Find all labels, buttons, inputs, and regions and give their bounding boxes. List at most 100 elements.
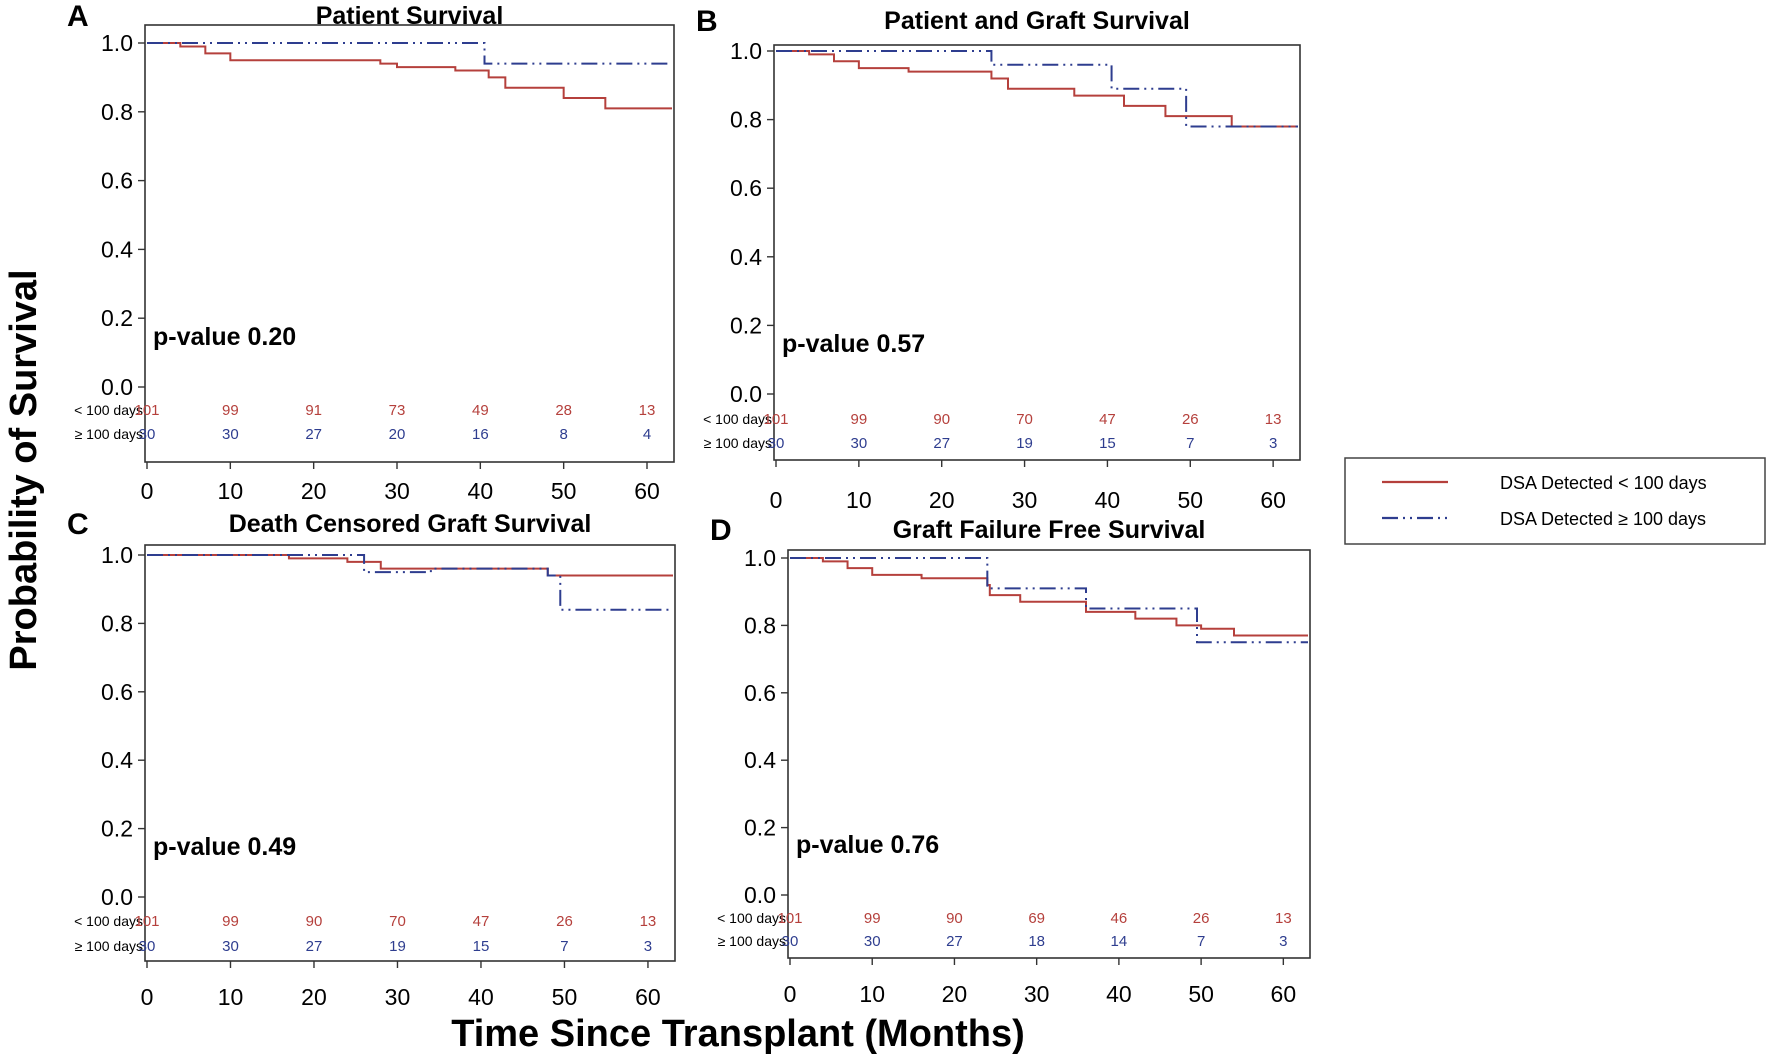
y-tick-label: 0.2 bbox=[101, 305, 133, 331]
at-risk-count: 19 bbox=[389, 938, 406, 955]
at-risk-count: 8 bbox=[559, 426, 567, 443]
panel-letter: C bbox=[67, 508, 89, 541]
at-risk-count: 19 bbox=[1016, 435, 1033, 452]
at-risk-count: 90 bbox=[946, 910, 963, 927]
legend-label-lt100: DSA Detected < 100 days bbox=[1500, 473, 1707, 493]
x-tick-label: 10 bbox=[218, 984, 244, 1010]
x-tick-label: 0 bbox=[141, 984, 154, 1010]
plot-frame bbox=[144, 544, 676, 962]
panel-title: Patient and Graft Survival bbox=[884, 7, 1190, 35]
panel-letter: D bbox=[710, 514, 732, 547]
x-tick-label: 40 bbox=[468, 984, 494, 1010]
at-risk-count: 15 bbox=[473, 938, 490, 955]
x-tick-label: 10 bbox=[846, 487, 872, 513]
y-tick-label: 0.0 bbox=[730, 381, 762, 407]
panel-title: Patient Survival bbox=[316, 2, 504, 30]
at-risk-count: 27 bbox=[946, 933, 963, 950]
panel-c: C Death Censored Graft Survival 0.0 0.2 0.4 0… bbox=[67, 508, 676, 1010]
y-tick-label: 0.2 bbox=[101, 816, 133, 842]
at-risk-count: 101 bbox=[763, 411, 788, 428]
at-risk-count: 99 bbox=[222, 402, 239, 419]
y-tick-label: 0.8 bbox=[101, 610, 133, 636]
x-tick-label: 0 bbox=[141, 478, 154, 504]
y-tick-label: 1.0 bbox=[101, 542, 133, 568]
panel-d: D Graft Failure Free Survival 0.0 0.2 0.4 0.6… bbox=[710, 514, 1311, 1007]
y-tick-label: 0.0 bbox=[101, 884, 133, 910]
y-tick-label: 0.0 bbox=[744, 882, 776, 908]
at-risk-count: 91 bbox=[305, 402, 322, 419]
risk-table-label: < 100 days bbox=[74, 913, 143, 929]
risk-table-label: < 100 days bbox=[703, 411, 772, 427]
risk-table-label: < 100 days bbox=[74, 402, 143, 418]
survival-curve-ge100 bbox=[790, 557, 1308, 644]
x-tick-label: 20 bbox=[301, 984, 327, 1010]
at-risk-count: 27 bbox=[305, 426, 322, 443]
at-risk-count: 30 bbox=[222, 938, 239, 955]
risk-table-label: ≥ 100 days bbox=[704, 435, 772, 451]
at-risk-count: 7 bbox=[1197, 933, 1205, 950]
at-risk-count: 26 bbox=[556, 913, 573, 930]
at-risk-count: 73 bbox=[389, 402, 406, 419]
x-tick-label: 40 bbox=[1095, 487, 1121, 513]
survival-curve-lt100 bbox=[147, 42, 672, 110]
at-risk-count: 7 bbox=[560, 938, 568, 955]
y-tick-label: 0.8 bbox=[101, 99, 133, 125]
y-tick-label: 1.0 bbox=[730, 38, 762, 64]
at-risk-count: 28 bbox=[555, 402, 572, 419]
legend-box bbox=[1344, 457, 1766, 545]
y-tick-label: 0.6 bbox=[730, 175, 762, 201]
at-risk-count: 47 bbox=[473, 913, 490, 930]
x-tick-label: 60 bbox=[1260, 487, 1286, 513]
x-tick-label: 50 bbox=[1177, 487, 1203, 513]
y-tick-label: 0.6 bbox=[744, 680, 776, 706]
survival-curve-lt100 bbox=[790, 557, 1308, 637]
panel-letter: B bbox=[696, 5, 718, 38]
y-tick-label: 0.4 bbox=[744, 747, 776, 773]
x-axis-title: Time Since Transplant (Months) bbox=[451, 1013, 1025, 1055]
at-risk-count: 90 bbox=[933, 411, 950, 428]
x-tick-label: 20 bbox=[942, 981, 968, 1007]
at-risk-count: 30 bbox=[782, 933, 799, 950]
at-risk-count: 16 bbox=[472, 426, 489, 443]
at-risk-count: 30 bbox=[139, 938, 156, 955]
x-tick-label: 50 bbox=[551, 478, 577, 504]
y-tick-label: 0.4 bbox=[101, 747, 133, 773]
p-value-label: p-value 0.20 bbox=[153, 323, 296, 351]
x-tick-label: 30 bbox=[385, 984, 411, 1010]
y-axis-title: Probability of Survival bbox=[3, 269, 45, 670]
risk-table-label: < 100 days bbox=[717, 910, 786, 926]
x-tick-label: 10 bbox=[859, 981, 885, 1007]
at-risk-count: 13 bbox=[1265, 411, 1282, 428]
risk-table-label: ≥ 100 days bbox=[75, 426, 143, 442]
plot-frame bbox=[773, 44, 1301, 461]
at-risk-count: 13 bbox=[640, 913, 657, 930]
survival-curve-lt100 bbox=[776, 50, 1298, 128]
y-tick-label: 1.0 bbox=[744, 545, 776, 571]
at-risk-count: 90 bbox=[306, 913, 323, 930]
at-risk-count: 3 bbox=[1279, 933, 1287, 950]
at-risk-count: 70 bbox=[389, 913, 406, 930]
at-risk-count: 27 bbox=[933, 435, 950, 452]
at-risk-count: 27 bbox=[306, 938, 323, 955]
at-risk-count: 101 bbox=[134, 402, 159, 419]
x-tick-label: 60 bbox=[634, 478, 660, 504]
plot-frame bbox=[787, 549, 1311, 959]
at-risk-count: 26 bbox=[1182, 411, 1199, 428]
x-tick-label: 10 bbox=[218, 478, 244, 504]
x-tick-label: 60 bbox=[635, 984, 661, 1010]
y-tick-label: 0.6 bbox=[101, 679, 133, 705]
at-risk-count: 101 bbox=[134, 913, 159, 930]
panel-letter: A bbox=[67, 0, 89, 33]
y-tick-label: 0.4 bbox=[101, 236, 133, 262]
at-risk-count: 3 bbox=[1269, 435, 1277, 452]
at-risk-count: 69 bbox=[1028, 910, 1045, 927]
risk-table-label: ≥ 100 days bbox=[718, 933, 786, 949]
x-tick-label: 40 bbox=[468, 478, 494, 504]
at-risk-count: 99 bbox=[851, 411, 868, 428]
survival-curve-ge100 bbox=[147, 554, 673, 611]
p-value-label: p-value 0.76 bbox=[796, 831, 939, 859]
x-tick-label: 40 bbox=[1106, 981, 1132, 1007]
panel-b: B Patient and Graft Survival 0.0 0.2 0.4 0.6 0… bbox=[696, 5, 1301, 513]
at-risk-count: 47 bbox=[1099, 411, 1116, 428]
